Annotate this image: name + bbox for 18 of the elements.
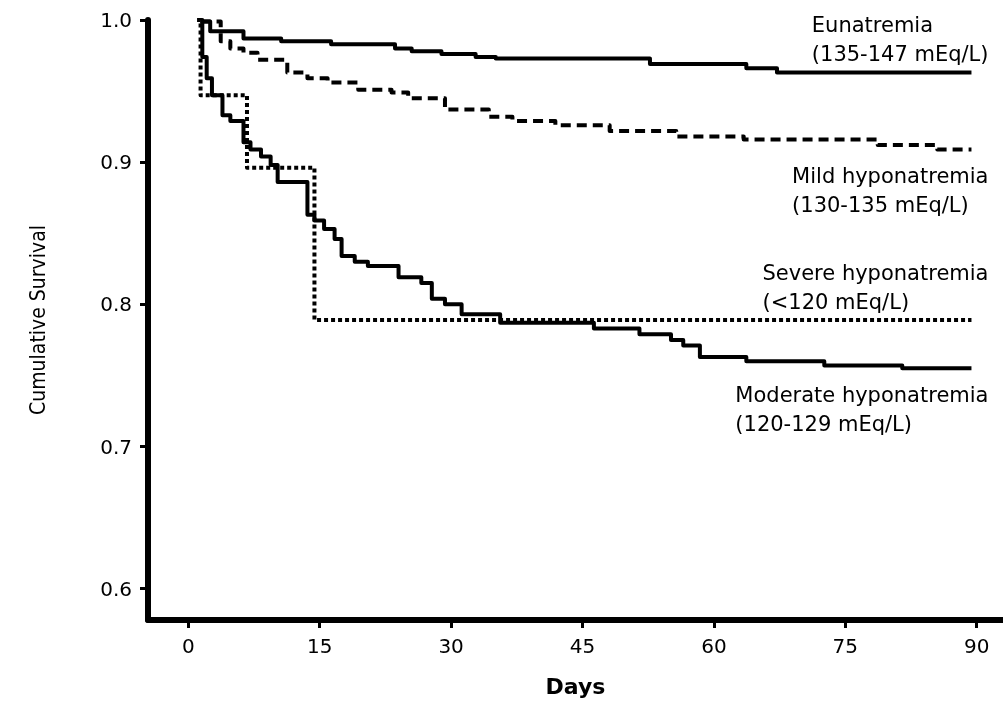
y-tick-label: 0.6 bbox=[100, 576, 132, 601]
x-tick-label: 30 bbox=[438, 634, 464, 658]
y-axis-title: Cumulative Survival bbox=[25, 224, 50, 416]
y-tick-label: 1.0 bbox=[100, 8, 132, 32]
series-label: Eunatremia (135-147 mEq/L) bbox=[811, 13, 989, 67]
series-label: Severe hyponatremia (<120 mEq/L) bbox=[762, 260, 989, 314]
x-axis-title: Days bbox=[545, 673, 606, 699]
y-tick-label: 0.9 bbox=[100, 150, 132, 175]
x-tick-label: 60 bbox=[701, 634, 727, 658]
y-tick-label: 0.8 bbox=[100, 292, 132, 317]
x-tick-label: 90 bbox=[963, 634, 990, 658]
series-label: Moderate hyponatremia (120-129 mEq/L) bbox=[735, 382, 989, 436]
x-tick-label: 45 bbox=[569, 634, 596, 658]
y-tick-label: 0.7 bbox=[100, 434, 132, 459]
x-tick-label: 75 bbox=[832, 634, 859, 658]
series-label: Mild hyponatremia (130-135 mEq/L) bbox=[792, 163, 989, 217]
x-tick-label: 0 bbox=[181, 634, 195, 658]
x-tick-label: 15 bbox=[306, 634, 333, 658]
